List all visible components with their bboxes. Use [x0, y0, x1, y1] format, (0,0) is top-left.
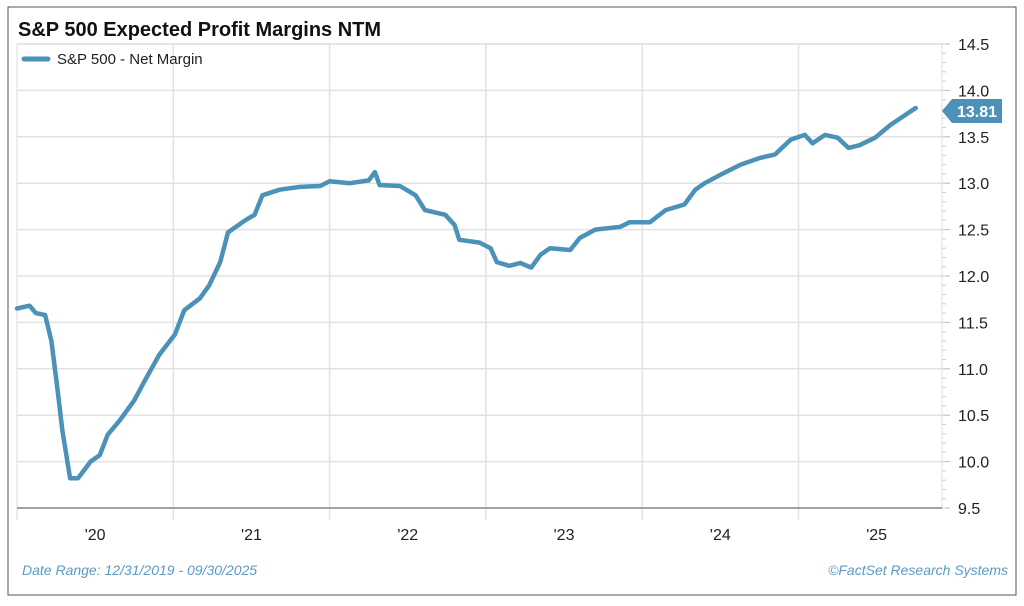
- legend-label: S&P 500 - Net Margin: [57, 51, 203, 68]
- y-tick-label: 12.5: [958, 223, 989, 240]
- x-tick-label: '25: [866, 527, 887, 544]
- chart-title: S&P 500 Expected Profit Margins NTM: [18, 19, 381, 41]
- chart-frame: [7, 6, 1017, 596]
- y-tick-label: 10.5: [958, 408, 989, 425]
- y-tick-label: 14.0: [958, 83, 989, 100]
- y-tick-label: 14.5: [958, 37, 989, 54]
- y-tick-label: 11.0: [958, 362, 988, 379]
- legend: S&P 500 - Net Margin: [21, 51, 203, 68]
- y-tick-label: 10.0: [958, 455, 989, 472]
- x-tick-label: '20: [85, 527, 106, 544]
- x-tick-label: '21: [241, 527, 262, 544]
- x-axis: '20 '21 '22 '23 '24 '25: [85, 527, 887, 544]
- series-line-net-margin: [14, 105, 918, 481]
- last-value-label: 13.81: [957, 104, 997, 121]
- footer-copyright: ©FactSet Research Systems: [828, 562, 1008, 578]
- y-tick-label: 13.5: [958, 130, 989, 147]
- y-axis: 9.5 10.0 10.5 11.0 11.5 12.0 12.5 13.0 13.5 14.0 1…: [942, 37, 989, 518]
- y-tick-label: 11.5: [958, 315, 988, 332]
- x-tick-label: '24: [710, 527, 731, 544]
- y-tick-label: 13.0: [958, 176, 989, 193]
- last-value-tag: 13.81: [942, 99, 1002, 123]
- x-tick-label: '22: [397, 527, 418, 544]
- footer-date-range: Date Range: 12/31/2019 - 09/30/2025: [22, 562, 257, 578]
- last-value-tag-bg: [942, 99, 1002, 123]
- y-tick-label: 12.0: [958, 269, 989, 286]
- y-tick-label: 9.5: [958, 501, 980, 518]
- x-tick-label: '23: [554, 527, 575, 544]
